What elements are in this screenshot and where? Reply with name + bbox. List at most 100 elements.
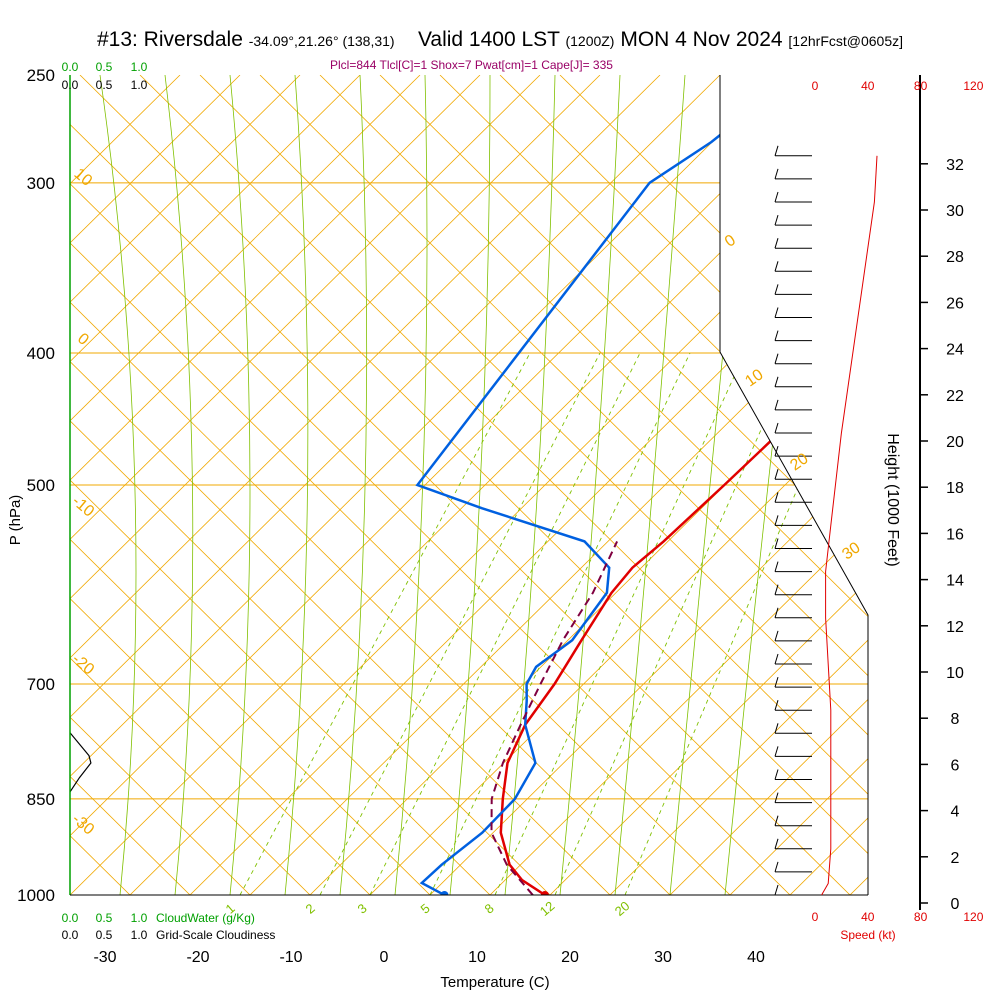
cloudiness-scale-top: 1.0 <box>131 78 148 92</box>
height-axis-label: Height (1000 Feet) <box>884 433 901 566</box>
dry-adiabat-line <box>559 75 868 895</box>
pressure-tick-label: 500 <box>27 476 55 495</box>
wind-barb-flag <box>774 422 779 434</box>
wind-barb-flag <box>774 307 779 318</box>
dry-adiabat-line <box>189 75 868 895</box>
wind-barb-flag <box>774 214 779 226</box>
dry-adiabat-line <box>70 75 301 895</box>
moist-adiabat-line <box>559 75 621 895</box>
height-tick-label: 12 <box>946 619 964 636</box>
height-tick-label: 22 <box>946 388 964 405</box>
cloudiness-label: Grid-Scale Cloudiness <box>156 928 275 942</box>
wind-barb-flag <box>774 561 779 572</box>
moist-adiabat-line <box>229 75 251 895</box>
dry-adiabat-line <box>70 75 361 895</box>
temperature-tick-label: -20 <box>186 949 209 966</box>
dry-adiabat-label: 10 <box>742 366 766 390</box>
wind-barb-flag <box>774 330 779 341</box>
wind-barb-flag <box>774 746 779 757</box>
cloud-water-scale-bottom: 0.0 <box>62 911 79 925</box>
mixing-ratio-line <box>494 352 746 895</box>
dry-adiabat-line <box>0 75 10 895</box>
moist-adiabat-line <box>164 75 194 895</box>
dry-adiabat-line <box>70 75 791 895</box>
moist-adiabat-line <box>449 75 491 895</box>
pressure-tick-label: 850 <box>27 790 55 809</box>
dry-adiabat-line <box>609 75 868 895</box>
wind-barb-flag <box>774 607 779 618</box>
height-tick-label: 16 <box>946 526 964 543</box>
speed-tick-bottom: 0 <box>812 910 819 924</box>
temperature-tick-label: 30 <box>654 949 672 966</box>
height-tick-label: 26 <box>946 295 964 312</box>
dry-adiabat-line <box>70 75 421 895</box>
wind-speed-line <box>821 155 878 896</box>
cloudiness-scale-bottom: 1.0 <box>131 928 148 942</box>
height-tick-label: 18 <box>946 480 964 497</box>
dewpoint-line <box>415 97 768 895</box>
surface-temperature-point <box>540 891 549 895</box>
wind-barb-flag <box>774 145 779 156</box>
wind-barb-flag <box>774 723 779 734</box>
plot-border <box>719 75 869 895</box>
wind-barb-flag <box>774 353 779 364</box>
wind-barb-flag <box>774 238 779 249</box>
dry-adiabat-label: 10 <box>71 165 96 190</box>
mixing-ratio-line <box>369 352 641 895</box>
temperature-tick-label: 20 <box>561 949 579 966</box>
pressure-axis-label: P (hPa) <box>7 495 24 546</box>
mixing-ratio-line <box>624 352 856 895</box>
chart-title: #13: Riversdale -34.09°,21.26° (138,31) … <box>0 28 1000 52</box>
dry-adiabat-line <box>669 75 868 895</box>
speed-tick-bottom: 40 <box>861 910 875 924</box>
wind-barb-flag <box>774 769 779 780</box>
dry-adiabat-line <box>70 75 251 895</box>
wind-barb-flag <box>774 191 779 203</box>
speed-axis-label: Speed (kt) <box>840 928 895 942</box>
dry-adiabat-line <box>259 75 868 895</box>
moist-adiabat-line <box>504 75 556 895</box>
utc-time: (1200Z) <box>565 33 615 49</box>
cloud-water-scale-bottom: 0.5 <box>96 911 113 925</box>
dry-adiabat-line <box>70 75 721 895</box>
mixing-ratio-line <box>319 352 601 895</box>
parcel-line <box>490 540 619 895</box>
moist-adiabat-line <box>99 75 137 895</box>
wind-barb-flag <box>774 838 779 849</box>
dry-adiabat-line <box>70 75 241 895</box>
dry-adiabat-line <box>70 75 481 895</box>
wind-barb-flag <box>774 884 779 896</box>
mixing-ratio-label: 20 <box>612 898 633 919</box>
speed-tick-top: 120 <box>963 79 983 93</box>
cloudiness-scale-top: 0.5 <box>96 78 113 92</box>
mixing-ratio-label: 3 <box>355 900 370 916</box>
cloudiness-scale-top: 0.0 <box>62 78 79 92</box>
wind-barb-flag <box>774 700 779 711</box>
wind-barb-flag <box>774 261 779 272</box>
station-coords: -34.09°,21.26° (138,31) <box>248 33 395 49</box>
moist-adiabat-line <box>394 75 428 895</box>
cloudiness-scale-bottom: 0.0 <box>62 928 79 942</box>
height-tick-label: 32 <box>946 157 964 174</box>
wind-barb-flag <box>774 445 779 457</box>
pressure-tick-label: 700 <box>27 675 55 694</box>
cloud-water-label: CloudWater (g/Kg) <box>156 911 255 925</box>
mixing-ratio-label: 12 <box>537 898 558 919</box>
height-tick-label: 2 <box>951 850 960 867</box>
dry-adiabat-line <box>70 75 601 895</box>
dry-adiabat-line <box>70 75 541 895</box>
speed-tick-top: 40 <box>861 79 875 93</box>
cloudiness-scale-bottom: 0.5 <box>96 928 113 942</box>
cloudiness-line <box>70 732 92 793</box>
wind-barb-flag <box>774 584 779 595</box>
mixing-ratio-label: 8 <box>482 900 497 916</box>
cloud-water-scale-top: 0.0 <box>62 60 79 74</box>
dry-adiabat-line <box>70 75 661 895</box>
cloud-water-scale-top: 0.5 <box>96 60 113 74</box>
moist-adiabat-line <box>614 75 686 895</box>
temperature-tick-label: 0 <box>380 949 389 966</box>
dry-adiabat-line <box>849 75 868 895</box>
dry-adiabat-label: 30 <box>839 539 863 563</box>
cloud-water-scale-top: 1.0 <box>131 60 148 74</box>
pressure-tick-label: 400 <box>27 344 55 363</box>
